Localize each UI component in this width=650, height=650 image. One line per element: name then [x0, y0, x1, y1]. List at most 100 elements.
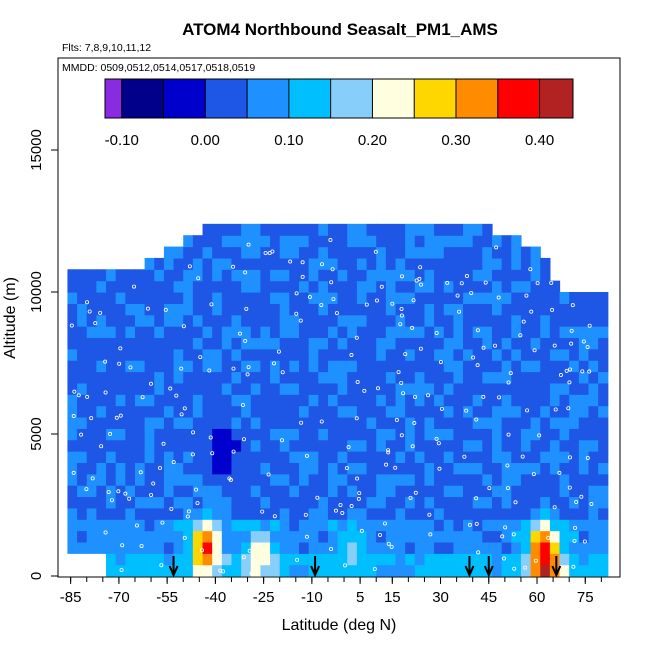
field-cell: [463, 451, 474, 463]
field-cell: [511, 360, 522, 373]
field-cell: [154, 462, 165, 475]
field-cell: [299, 553, 310, 566]
field-cell: [318, 416, 329, 429]
field-cell: [250, 371, 262, 384]
field-cell: [231, 382, 242, 395]
field-cell: [511, 382, 522, 395]
field-cell: [511, 485, 522, 498]
field-cell: [434, 223, 445, 236]
field-cell: [289, 564, 300, 577]
field-cell: [347, 314, 358, 327]
field-cell: [86, 303, 97, 316]
field-cell: [356, 303, 368, 316]
field-cell: [424, 530, 435, 543]
field-cell: [163, 314, 175, 327]
field-cell: [173, 326, 184, 339]
field-cell: [96, 541, 107, 554]
field-cell: [453, 462, 464, 475]
field-cell: [385, 303, 397, 316]
field-cell: [134, 269, 146, 282]
field-cell: [463, 405, 474, 418]
field-cell: [308, 485, 319, 498]
field-cell: [96, 405, 107, 418]
sample-point: [294, 311, 299, 316]
field-cell: [154, 348, 165, 361]
field-cell: [279, 314, 290, 327]
field-cell: [212, 246, 223, 259]
sample-point: [521, 319, 526, 324]
field-cell: [144, 337, 155, 350]
sample-point: [464, 274, 469, 279]
field-cell: [106, 553, 117, 566]
sample-point: [72, 389, 77, 394]
sample-point: [207, 368, 212, 373]
field-cell: [202, 235, 213, 248]
field-cell: [453, 394, 464, 407]
field-cell: [414, 541, 426, 554]
field-cell: [221, 507, 233, 520]
field-cell: [260, 485, 271, 498]
field-cell: [453, 530, 464, 543]
field-cell: [299, 382, 310, 395]
field-cell: [366, 394, 377, 407]
field-cell: [67, 507, 78, 520]
field-cell: [279, 348, 290, 361]
field-cell: [453, 360, 464, 373]
field-cell: [434, 485, 445, 498]
field-cell: [308, 223, 319, 236]
field-cell: [115, 337, 126, 350]
field-cell: [511, 519, 522, 532]
x-tick-label: 45: [480, 589, 497, 606]
field-cell: [77, 473, 88, 486]
field-cell: [472, 496, 483, 509]
field-cell: [588, 530, 599, 543]
field-cell: [318, 292, 329, 304]
field-cell: [212, 451, 223, 463]
field-cell: [385, 326, 397, 339]
field-cell: [231, 326, 242, 339]
field-cell: [598, 416, 609, 429]
field-cell: [106, 451, 117, 463]
sample-point: [483, 280, 488, 285]
field-cell: [250, 416, 262, 429]
field-cell: [434, 496, 445, 509]
field-cell: [434, 439, 445, 452]
field-cell: [231, 485, 242, 498]
field-cell: [540, 257, 551, 270]
sample-point: [408, 495, 413, 500]
field-cell: [414, 360, 426, 373]
field-cell: [241, 394, 252, 407]
sample-point: [342, 563, 347, 568]
field-cell: [77, 394, 88, 407]
field-cell: [376, 485, 387, 498]
field-cell: [96, 473, 107, 486]
field-cell: [482, 541, 493, 554]
field-cell: [549, 280, 561, 293]
field-cell: [414, 507, 426, 520]
x-tick-label: 60: [529, 589, 546, 606]
field-cell: [366, 405, 377, 418]
sample-point: [376, 386, 381, 391]
field-cell: [154, 428, 165, 441]
field-cell: [173, 428, 184, 441]
field-cell: [192, 519, 204, 532]
sample-point: [98, 310, 103, 315]
field-cell: [231, 496, 242, 509]
field-cell: [472, 235, 483, 248]
field-cell: [424, 235, 435, 248]
field-cell: [453, 223, 464, 236]
field-cell: [308, 337, 319, 350]
field-cell: [231, 371, 242, 384]
field-cell: [115, 303, 126, 316]
sample-point: [179, 366, 184, 371]
field-cell: [434, 303, 445, 316]
field-cell: [260, 382, 271, 395]
field-cell: [511, 269, 522, 282]
field-cell: [559, 292, 570, 304]
field-cell: [414, 280, 426, 293]
sample-point: [462, 454, 467, 459]
field-cell: [395, 519, 406, 532]
field-cell: [289, 223, 300, 236]
field-cell: [463, 462, 474, 475]
